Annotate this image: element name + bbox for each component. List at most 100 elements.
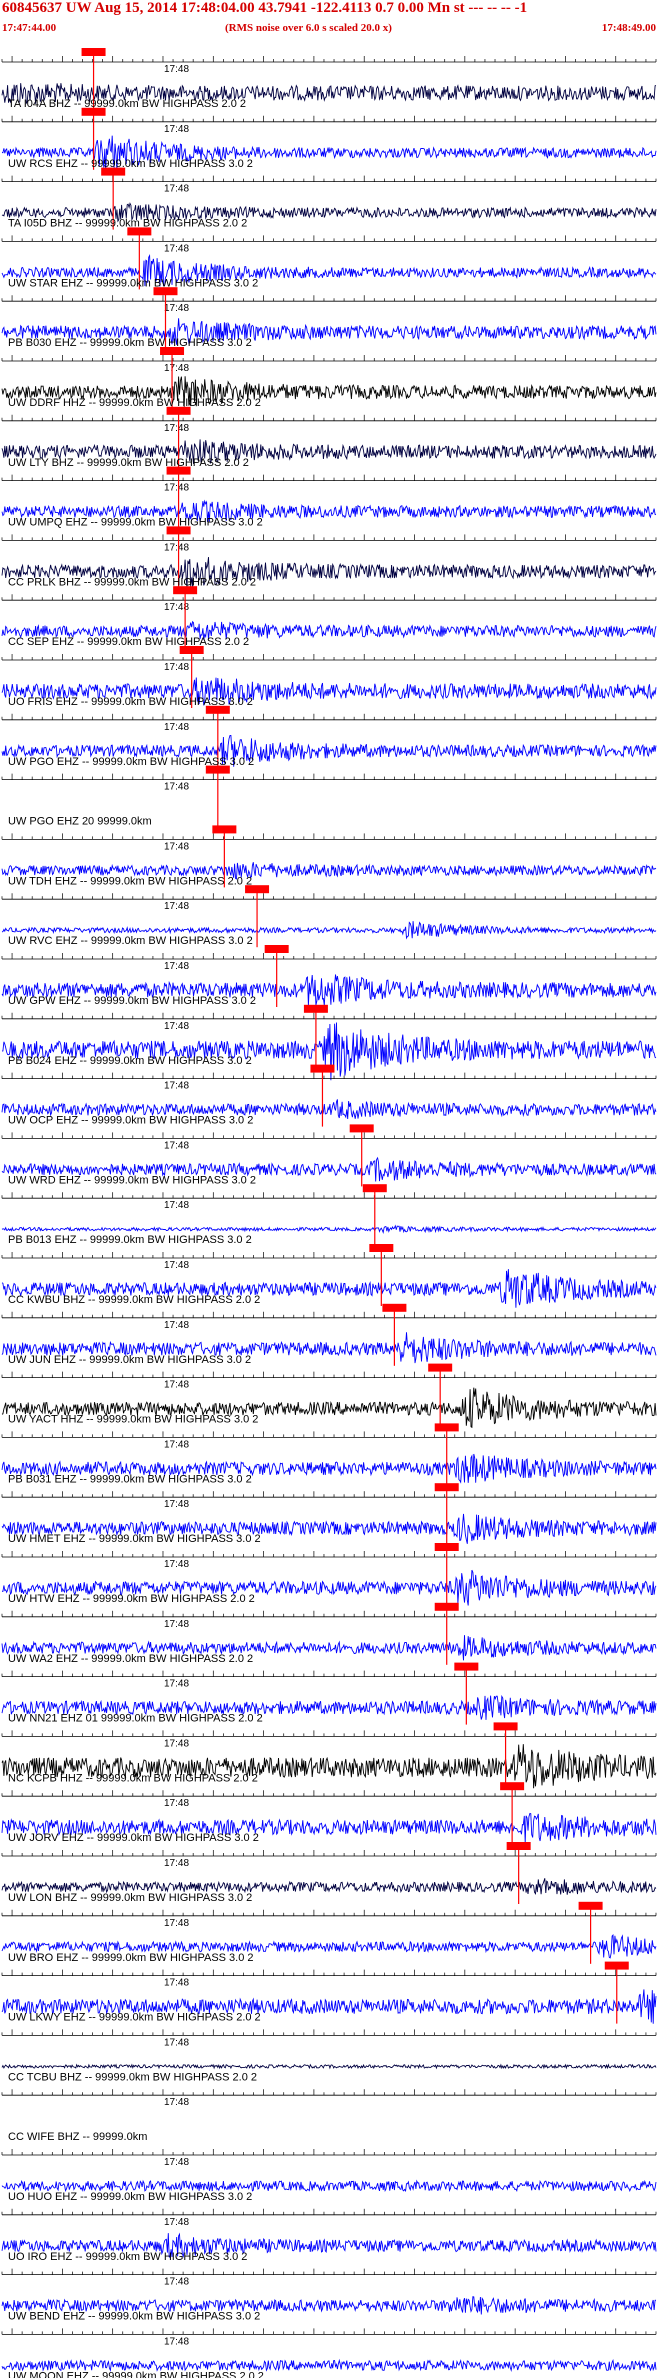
station-label: CC WIFE BHZ -- 99999.0km	[8, 2131, 147, 2143]
event-title: 60845637 UW Aug 15, 2014 17:48:04.00 43.…	[2, 0, 528, 16]
minute-label: 17:48	[164, 1798, 189, 1809]
seismic-trace	[1, 974, 657, 1006]
minute-label: 17:48	[164, 1021, 189, 1032]
minute-label: 17:48	[164, 1559, 189, 1570]
station-label: UW UMPQ EHZ -- 99999.0km BW HIGHPASS 3.0…	[8, 517, 263, 529]
minute-label: 17:48	[164, 363, 189, 374]
pick-marker	[160, 347, 185, 355]
seismic-trace	[1, 862, 657, 880]
pick-marker	[500, 1782, 525, 1791]
station-label: UW LKWY EHZ -- 99999.0km BW HIGHPASS 2.0…	[8, 2012, 261, 2024]
station-label: UW PGO EHZ 20 99999.0km	[8, 816, 152, 828]
minute-label: 17:48	[164, 2097, 189, 2108]
station-label: PB B024 EHZ -- 99999.0km BW HIGHPASS 3.0…	[8, 1055, 252, 1067]
seismic-trace	[1, 677, 657, 706]
pick-marker	[127, 227, 152, 236]
minute-label: 17:48	[164, 423, 189, 434]
pick-marker	[604, 1961, 629, 1970]
pick-marker	[454, 1662, 479, 1671]
minute-label: 17:48	[164, 243, 189, 254]
station-label: PB B030 EHZ -- 99999.0km BW HIGHPASS 3.0…	[8, 337, 252, 349]
station-label: UW HTW EHZ -- 99999.0km BW HIGHPASS 2.0 …	[8, 1593, 255, 1605]
seismic-trace	[1, 1387, 657, 1429]
seismic-trace	[1, 2063, 657, 2070]
minute-label: 17:48	[164, 64, 189, 75]
minute-label: 17:48	[164, 782, 189, 793]
station-label: UW LON BHZ -- 99999.0km BW HIGHPASS 3.0 …	[8, 1892, 252, 1904]
end-time-label: 17:48:49.00	[601, 22, 656, 34]
pick-marker	[212, 825, 237, 834]
seismic-trace	[1, 202, 657, 223]
station-label: PB B031 EHZ -- 99999.0km BW HIGHPASS 3.0…	[8, 1473, 252, 1485]
pick-marker	[153, 287, 178, 296]
minute-label: 17:48	[164, 542, 189, 553]
pick-marker	[166, 466, 191, 475]
pick-marker	[245, 885, 270, 894]
minute-label: 17:48	[164, 1260, 189, 1271]
seismogram-plot: 17:48 TA I04A BHZ -- 99999.0km BW HIGHPAS…	[1, 48, 657, 2378]
station-label: PB B013 EHZ -- 99999.0km BW HIGHPASS 3.0…	[8, 1234, 252, 1246]
station-label: UW DDRF HHZ -- 99999.0km BW HIGHPASS 2.0…	[8, 397, 261, 409]
minute-label: 17:48	[164, 1679, 189, 1690]
pick-marker	[434, 1483, 459, 1492]
station-label: UW WA2 EHZ -- 99999.0km BW HIGHPASS 2.0 …	[8, 1653, 253, 1665]
pick-marker	[179, 646, 204, 654]
station-label: CC PRLK BHZ -- 99999.0km BW HIGHPASS 2.0…	[8, 576, 256, 588]
station-label: UO FRIS EHZ -- 99999.0km BW HIGHPASS 3.0…	[8, 696, 253, 708]
station-label: UW BRO EHZ -- 99999.0km BW HIGHPASS 3.0 …	[8, 1952, 254, 1964]
station-label: UW WRD EHZ -- 99999.0km BW HIGHPASS 3.0 …	[8, 1174, 256, 1186]
seismic-trace	[1, 376, 657, 407]
seismic-trace	[1, 921, 657, 940]
station-label: UW MOON EHZ -- 99999.0km BW HIGHPASS 2.0…	[8, 2370, 264, 2378]
minute-label: 17:48	[164, 483, 189, 494]
pick-marker	[428, 1363, 453, 1372]
pick-marker	[81, 107, 106, 116]
seismic-trace	[1, 734, 657, 767]
seismic-trace	[1, 2358, 657, 2373]
seismic-trace	[1, 1156, 657, 1182]
station-label: UO HUO EHZ -- 99999.0km BW HIGHPASS 3.0 …	[8, 2191, 252, 2203]
minute-label: 17:48	[164, 2037, 189, 2048]
minute-label: 17:48	[164, 1380, 189, 1391]
minute-label: 17:48	[164, 2336, 189, 2347]
minute-label: 17:48	[164, 2277, 189, 2288]
pick-marker	[173, 586, 198, 595]
seismic-trace	[1, 1269, 657, 1308]
minute-label: 17:48	[164, 184, 189, 195]
station-label: UW TDH EHZ -- 99999.0km BW HIGHPASS 2.0 …	[8, 875, 252, 887]
seismic-trace	[1, 2296, 657, 2315]
minute-label: 17:48	[164, 1499, 189, 1510]
seismic-trace	[1, 1744, 657, 1789]
station-label: UW STAR EHZ -- 99999.0km BW HIGHPASS 3.0…	[8, 277, 258, 289]
minute-label: 17:48	[164, 1858, 189, 1869]
seismic-trace	[1, 2179, 657, 2193]
pick-marker	[578, 1901, 603, 1910]
pick-marker	[382, 1303, 407, 1312]
minute-label: 17:48	[164, 1200, 189, 1211]
seismic-trace	[1, 1022, 657, 1081]
pick-marker	[205, 765, 230, 774]
pick-marker	[434, 1543, 459, 1551]
minute-label: 17:48	[164, 1439, 189, 1450]
pick-marker	[506, 1842, 531, 1850]
minute-label: 17:48	[164, 124, 189, 135]
minute-label: 17:48	[164, 602, 189, 613]
seismic-trace	[1, 2232, 657, 2259]
minute-label: 17:48	[164, 2157, 189, 2168]
station-label: CC KWBU BHZ -- 99999.0km BW HIGHPASS 2.0…	[8, 1294, 260, 1306]
pick-marker	[310, 1064, 335, 1073]
seismic-trace	[1, 1878, 657, 1896]
seismic-trace	[1, 135, 657, 172]
minute-label: 17:48	[164, 662, 189, 673]
station-label: UW JORV EHZ -- 99999.0km BW HIGHPASS 3.0…	[8, 1832, 259, 1844]
pick-marker	[303, 1004, 328, 1013]
scaling-note: (RMS noise over 6.0 s scaled 20.0 x)	[225, 22, 392, 34]
seismic-trace	[1, 439, 657, 464]
station-label: UW OCP EHZ -- 99999.0km BW HIGHPASS 3.0 …	[8, 1115, 253, 1127]
seismic-trace	[1, 557, 657, 589]
plot-header: 60845637 UW Aug 15, 2014 17:48:04.00 43.…	[0, 0, 660, 40]
seismic-trace	[1, 254, 657, 287]
minute-label: 17:48	[164, 1320, 189, 1331]
pick-marker	[81, 48, 106, 56]
pick-marker	[349, 1124, 374, 1133]
